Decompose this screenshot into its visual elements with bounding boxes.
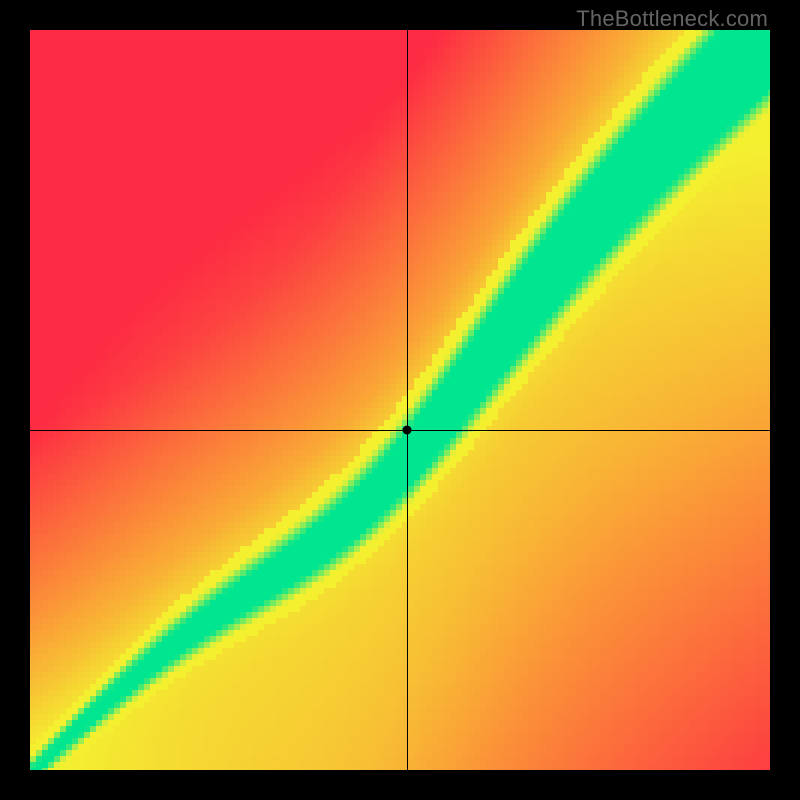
crosshair-horizontal bbox=[30, 430, 770, 431]
heatmap-canvas bbox=[30, 30, 770, 770]
crosshair-marker bbox=[403, 425, 412, 434]
plot-area bbox=[30, 30, 770, 770]
crosshair-vertical bbox=[407, 30, 408, 770]
watermark-text: TheBottleneck.com bbox=[576, 6, 768, 32]
chart-container: TheBottleneck.com bbox=[0, 0, 800, 800]
